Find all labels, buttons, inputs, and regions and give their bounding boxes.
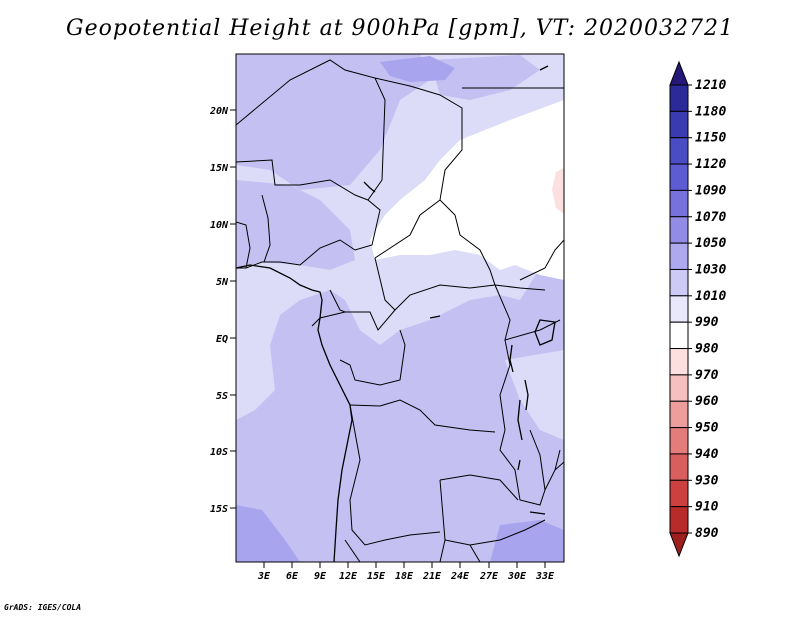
colorbar-segment (669, 374, 689, 402)
colorbar: 1210 1180 1150 1120 1090 1070 1050 1030 1010 990 9… (669, 60, 726, 558)
colorbar-label: 1090 (695, 183, 726, 198)
height-field-1050-1070-n (380, 56, 455, 82)
colorbar-label: 970 (695, 368, 719, 383)
lat-label-15n: 15N (210, 163, 229, 174)
colorbar-segment (669, 268, 689, 297)
colorbar-bottom-arrow (669, 532, 689, 558)
colorbar-label: 950 (695, 421, 719, 436)
coastlines-and-lakes (236, 65, 556, 562)
grads-credit: GrADS: IGES/COLA (4, 603, 82, 612)
latitude-axis: 20N 15N 10N 5N EQ 5S 10S 15S (209, 106, 236, 515)
colorbar-label: 980 (695, 342, 719, 357)
height-field-below-1010 (370, 100, 564, 280)
colorbar-segment (669, 479, 689, 508)
chart-title: Geopotential Height at 900hPa [gpm], VT:… (66, 16, 734, 41)
lat-label-15s: 15S (210, 504, 228, 515)
colorbar-segment (669, 321, 689, 350)
colorbar-segment (669, 163, 689, 191)
map-frame (235, 53, 565, 563)
lat-label-eq: EQ (216, 334, 228, 345)
height-field-1030-1050-north (236, 54, 430, 190)
lon-label-18e: 18E (395, 571, 414, 582)
colorbar-segment (669, 242, 689, 270)
lat-label-10s: 10S (210, 447, 228, 458)
colorbar-label: 1010 (695, 289, 726, 304)
colorbar-segment (669, 137, 689, 165)
colorbar-label: 1210 (695, 78, 726, 93)
colorbar-label: 910 (695, 500, 719, 515)
colorbar-label: 1030 (695, 262, 726, 277)
colorbar-label: 940 (695, 447, 719, 462)
height-field-1030-1050-nw (236, 180, 355, 270)
colorbar-top-arrow (669, 60, 689, 86)
height-field-1050-1070-se (490, 520, 564, 562)
height-field-990-1010 (552, 168, 564, 214)
colorbar-label: 930 (695, 473, 719, 488)
colorbar-label: 1150 (695, 131, 726, 146)
colorbar-segment (669, 189, 689, 218)
lat-label-10n: 10N (210, 220, 229, 231)
colorbar-labels: 1210 1180 1150 1120 1090 1070 1050 1030 1010 990 9… (688, 78, 726, 541)
colorbar-label: 990 (695, 315, 719, 330)
height-field-1010-1030-east (505, 350, 564, 440)
lat-label-5s: 5S (216, 391, 228, 402)
lon-label-30e: 30E (507, 571, 527, 582)
lon-label-24e: 24E (450, 571, 470, 582)
colorbar-segment (669, 110, 689, 139)
colorbar-label: 1070 (695, 210, 726, 225)
colorbar-segment (669, 506, 689, 534)
colorbar-segments (669, 84, 689, 534)
lon-label-15e: 15E (367, 571, 386, 582)
lat-label-5n: 5N (216, 277, 229, 288)
lat-label-20n: 20N (209, 106, 229, 117)
lon-label-9e: 9E (314, 571, 327, 582)
height-field-1030-1050-ne (430, 55, 540, 100)
lon-label-33e: 33E (535, 571, 555, 582)
colorbar-segment (669, 400, 689, 429)
colorbar-label: 960 (695, 394, 719, 409)
colorbar-segment (669, 216, 689, 244)
colorbar-label: 1120 (695, 157, 726, 172)
colorbar-segment (669, 427, 689, 455)
country-borders (236, 59, 564, 562)
height-field-1050-1070-sw (236, 505, 300, 562)
lon-label-27e: 27E (479, 571, 499, 582)
colorbar-segment (669, 295, 689, 323)
lon-label-21e: 21E (422, 571, 442, 582)
colorbar-label: 890 (695, 526, 719, 541)
map-area (236, 54, 564, 562)
colorbar-segment (669, 84, 689, 112)
colorbar-segment (669, 348, 689, 376)
colorbar-segment (669, 453, 689, 481)
colorbar-label: 1050 (695, 236, 726, 251)
lon-label-12e: 12E (339, 571, 358, 582)
lon-label-3e: 3E (257, 571, 271, 582)
lon-label-6e: 6E (286, 571, 299, 582)
colorbar-label: 1180 (695, 104, 726, 119)
longitude-axis: 3E 6E 9E 12E 15E 18E 21E 24E 27E 30E 33E (257, 562, 555, 582)
